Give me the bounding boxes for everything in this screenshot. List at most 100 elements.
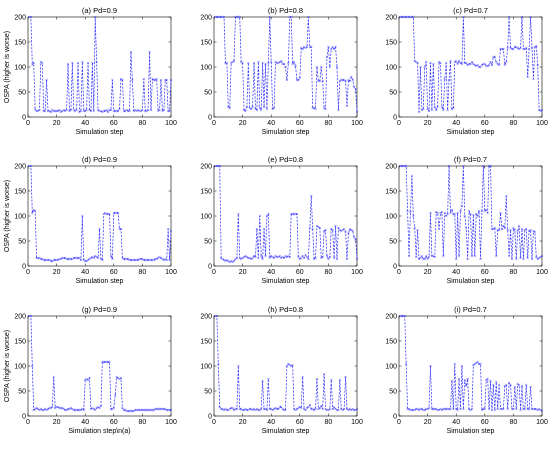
data-point [457, 59, 461, 63]
data-point [515, 407, 518, 411]
y-tick-label: 150 [14, 40, 26, 47]
data-point [218, 405, 221, 409]
data-point [520, 15, 524, 19]
data-point [311, 227, 314, 231]
x-tick-label: 100 [351, 120, 363, 127]
x-tick-label: 60 [110, 269, 118, 276]
y-tick-label: 200 [200, 314, 212, 321]
data-point [245, 255, 249, 259]
data-point [334, 407, 337, 411]
data-point [476, 360, 479, 364]
data-point [423, 257, 426, 261]
data-point [320, 404, 323, 408]
data-point [297, 406, 300, 410]
data-point [467, 209, 471, 213]
data-point [96, 108, 100, 112]
data-point [161, 257, 164, 261]
data-point [523, 47, 527, 51]
data-point [308, 226, 312, 230]
data-point [245, 105, 249, 109]
data-point [449, 407, 452, 411]
data-point [456, 408, 459, 412]
x-tick-label: 60 [110, 120, 118, 127]
data-point [341, 408, 344, 412]
data-point [53, 406, 57, 410]
data-point [410, 174, 414, 178]
y-tick-label: 200 [385, 15, 397, 22]
data-point [301, 47, 304, 51]
data-point [525, 46, 528, 50]
data-point [520, 384, 524, 388]
data-point [315, 377, 319, 381]
data-point [269, 407, 273, 411]
data-point [505, 194, 508, 198]
data-point [432, 254, 435, 258]
data-point [434, 407, 438, 411]
data-point [121, 406, 124, 410]
data-point [86, 378, 90, 382]
data-point [88, 108, 91, 112]
data-point [159, 256, 163, 260]
data-point [470, 407, 474, 411]
x-tick-label: 0 [212, 120, 216, 127]
data-point [407, 407, 411, 411]
data-point [271, 107, 274, 111]
data-point [219, 256, 223, 260]
data-point [324, 228, 327, 232]
data-point [513, 228, 517, 232]
data-point [231, 406, 234, 410]
data-point [271, 408, 274, 412]
x-tick-label: 100 [351, 269, 363, 276]
data-point [242, 108, 246, 112]
chart-panel-f: (f) Pd=0.7 0 20 40 60 80 100 0 50 100 150 200 Simula… [385, 155, 548, 285]
data-point [499, 211, 502, 215]
data-point [257, 256, 260, 260]
data-point [285, 78, 289, 82]
data-point [335, 65, 339, 69]
data-point [119, 227, 123, 231]
data-point [483, 209, 487, 213]
data-point [426, 107, 429, 111]
x-axis-label: Simulation step [447, 428, 495, 435]
data-point [162, 108, 166, 112]
data-point [334, 45, 337, 49]
x-tick-label: 100 [536, 120, 548, 127]
data-point [118, 377, 121, 381]
data-point [314, 256, 317, 260]
x-tick-label: 80 [139, 419, 147, 426]
data-point [39, 407, 43, 411]
data-point [251, 105, 254, 109]
data-point [350, 75, 353, 79]
data-point [472, 363, 475, 367]
data-point [459, 407, 462, 411]
data-point [58, 108, 61, 112]
data-point [222, 408, 226, 412]
data-point [434, 210, 438, 214]
data-point [232, 408, 236, 412]
x-tick-label: 100 [165, 269, 177, 276]
data-point [466, 257, 469, 261]
data-point [354, 87, 357, 91]
data-point [322, 372, 326, 376]
data-point [128, 109, 131, 113]
y-tick-label: 0 [208, 115, 212, 122]
data-point [66, 62, 70, 66]
data-point [63, 256, 67, 260]
data-point [146, 108, 150, 112]
data-point [101, 110, 104, 114]
data-point [103, 109, 107, 113]
data-point [510, 257, 514, 261]
data-point [459, 209, 462, 213]
data-point [327, 45, 330, 49]
data-point [111, 407, 114, 411]
data-point [95, 60, 98, 64]
data-point [116, 211, 120, 215]
x-tick-label: 0 [397, 120, 401, 127]
data-point [493, 408, 497, 412]
data-point [105, 108, 108, 112]
data-point [416, 61, 419, 65]
data-point [517, 383, 521, 387]
data-point [78, 110, 81, 114]
y-tick-label: 0 [22, 115, 26, 122]
data-point [312, 408, 316, 412]
